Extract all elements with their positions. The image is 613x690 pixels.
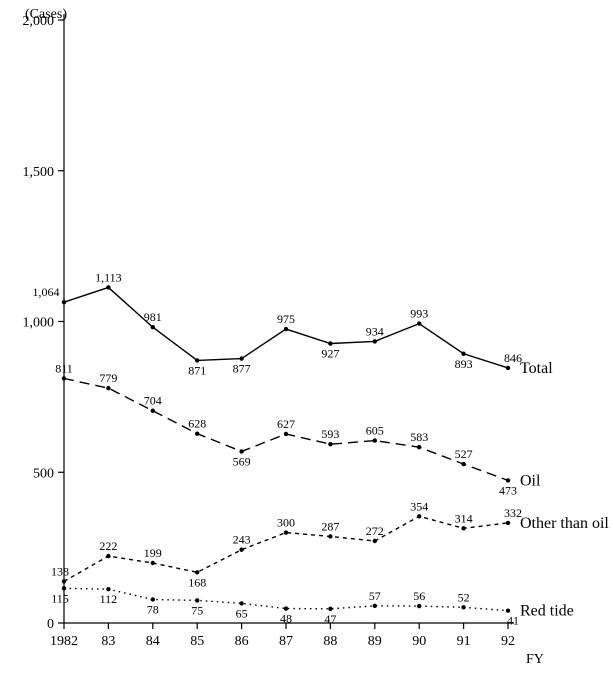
point-label: 65 (236, 606, 248, 620)
x-tick-label: 86 (235, 634, 249, 649)
cases-line-chart: 05001,0001,5002,000(Cases)19828384858687… (0, 0, 613, 690)
series-total: 1,0641,113981871877975927934993893846Tot… (33, 270, 554, 377)
series-group: 1,0641,113981871877975927934993893846Tot… (33, 270, 610, 627)
x-tick-label: 83 (101, 634, 115, 649)
point-label: 1,113 (95, 270, 122, 284)
axes: 05001,0001,5002,000(Cases)19828384858687… (23, 7, 544, 667)
point-label: 527 (455, 447, 473, 461)
point-label: 704 (144, 394, 162, 408)
x-tick-label: 89 (368, 634, 382, 649)
point-label: 569 (233, 454, 251, 468)
y-tick-label: 0 (47, 617, 54, 632)
point-label: 627 (277, 417, 295, 431)
point-label: 934 (366, 324, 384, 338)
x-axis-label: FY (526, 652, 544, 667)
point-label: 877 (233, 362, 251, 376)
point-label: 300 (277, 516, 295, 530)
point-label: 871 (188, 363, 206, 377)
point-label: 272 (366, 524, 384, 538)
point-label: 47 (324, 612, 336, 626)
point-label: 975 (277, 312, 295, 326)
point-label: 48 (280, 612, 292, 626)
series-oil: 811 779 704 628 569 627 593 605 583 527 473Oil (55, 361, 541, 497)
y-axis-label: (Cases) (25, 7, 67, 22)
x-tick-label: 88 (323, 634, 337, 649)
point-label: 1,064 (33, 285, 60, 299)
point-label: 473 (499, 483, 517, 497)
point-label: 593 (321, 427, 339, 441)
point-label: 112 (100, 592, 118, 606)
x-tick-label: 84 (146, 634, 160, 649)
x-tick-label: 90 (412, 634, 426, 649)
point-label: 75 (191, 603, 203, 617)
point-label: 287 (321, 519, 339, 533)
series-other-than-oil: 138222199168243300287272354314332Other t… (51, 499, 609, 589)
y-tick-label: 1,000 (23, 316, 55, 331)
x-tick-label: 85 (190, 634, 204, 649)
point-label: 583 (410, 430, 428, 444)
point-label: 78 (147, 602, 159, 616)
point-label: 605 (366, 424, 384, 438)
y-tick-label: 500 (33, 466, 54, 481)
point-label: 168 (188, 575, 206, 589)
point-label: 56 (413, 589, 425, 603)
series-red-tide: 115 112 78 75 65 48 47 57 56 52 41Red tide (51, 586, 574, 628)
point-label: 57 (369, 589, 381, 603)
point-label: 981 (144, 310, 162, 324)
y-tick-label: 1,500 (23, 165, 55, 180)
x-tick-label: 92 (501, 634, 515, 649)
point-label: 354 (410, 499, 428, 513)
point-label: 927 (321, 347, 339, 361)
x-tick-label: 87 (279, 634, 293, 649)
point-label: 893 (455, 357, 473, 371)
point-label: 243 (233, 533, 251, 547)
point-label: 811 (55, 361, 73, 375)
point-label: 41 (507, 614, 519, 628)
x-tick-label: 91 (457, 634, 471, 649)
point-label: 138 (51, 564, 69, 578)
point-label: 628 (188, 417, 206, 431)
series-label: Oil (520, 472, 541, 489)
point-label: 222 (99, 539, 117, 553)
point-label: 199 (144, 546, 162, 560)
point-label: 115 (51, 591, 69, 605)
series-label: Other than oil (520, 515, 609, 532)
series-label: Red tide (520, 603, 574, 620)
point-label: 314 (455, 511, 473, 525)
point-label: 779 (99, 371, 117, 385)
point-label: 993 (410, 307, 428, 321)
x-tick-label: 1982 (50, 634, 78, 649)
point-label: 52 (458, 590, 470, 604)
series-label: Total (520, 360, 553, 377)
